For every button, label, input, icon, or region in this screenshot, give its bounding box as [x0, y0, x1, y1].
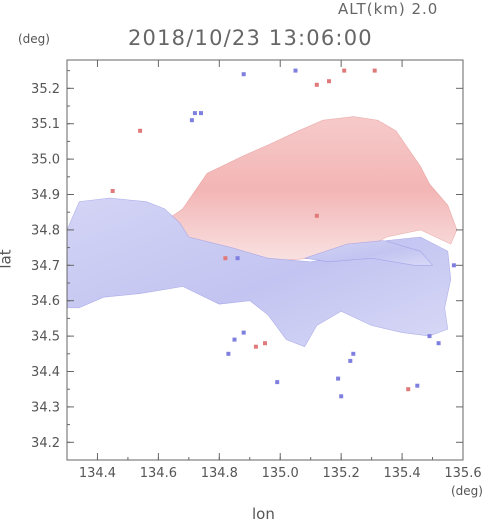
- y-tick-label: 34.4: [31, 365, 60, 380]
- y-tick-label: 35.0: [31, 153, 60, 168]
- y-tick-label: 34.2: [31, 436, 60, 451]
- y-tick-label: 35.1: [31, 117, 60, 132]
- x-tick-label: 134.8: [201, 466, 238, 481]
- speck-26: [427, 334, 432, 339]
- plot-frame: [66, 59, 464, 461]
- speck-21: [336, 376, 341, 381]
- speck-4: [189, 118, 194, 123]
- speck-25: [451, 263, 456, 268]
- speck-7: [293, 68, 298, 73]
- speck-6: [235, 256, 240, 261]
- x-tick-label: 135.2: [323, 466, 360, 481]
- axes: 134.4 134.6 134.8 135.0 135.2 135.4 135.6 34.2 3…: [31, 60, 482, 481]
- speck-17: [241, 330, 246, 335]
- y-tick-label: 34.7: [31, 259, 60, 274]
- y-axis-unit: (deg): [18, 32, 50, 46]
- data-specks: [110, 68, 456, 399]
- speck-28: [275, 380, 280, 385]
- chart-title: 2018/10/23 13:06:00: [128, 26, 373, 50]
- x-tick-label: 134.4: [79, 466, 116, 481]
- speck-15: [263, 341, 267, 346]
- y-tick-label: 34.8: [31, 223, 60, 238]
- y-tick-label: 34.6: [31, 294, 60, 309]
- x-axis-unit: (deg): [451, 484, 483, 498]
- speck-1: [110, 189, 115, 193]
- speck-5: [223, 256, 228, 261]
- speck-24: [415, 383, 420, 388]
- speck-2: [192, 111, 197, 116]
- altitude-label: ALT(km) 2.0: [338, 0, 439, 18]
- speck-3: [199, 111, 203, 116]
- speck-12: [241, 72, 246, 77]
- x-tick-label: 135.0: [262, 466, 299, 481]
- speck-0: [138, 128, 143, 133]
- data-regions: [67, 116, 458, 348]
- speck-18: [226, 351, 231, 356]
- speck-20: [351, 351, 356, 356]
- speck-8: [314, 82, 319, 87]
- speck-11: [372, 68, 377, 73]
- x-axis-label: lon: [252, 505, 275, 523]
- speck-13: [314, 213, 319, 218]
- x-tick-label: 135.4: [383, 466, 420, 481]
- speck-9: [327, 79, 331, 84]
- y-tick-label: 34.5: [31, 330, 60, 345]
- speck-19: [348, 358, 353, 363]
- y-tick-label: 34.3: [31, 400, 60, 415]
- speck-22: [339, 394, 344, 399]
- speck-27: [436, 341, 441, 346]
- y-tick-label: 35.2: [31, 82, 60, 97]
- speck-23: [406, 387, 411, 392]
- x-tick-label: 134.6: [140, 466, 177, 481]
- region-negative-2: [304, 240, 434, 266]
- speck-16: [232, 337, 237, 342]
- region-negative-1: [67, 197, 452, 348]
- y-tick-label: 34.9: [31, 188, 60, 203]
- speck-14: [253, 344, 258, 349]
- x-tick-label: 135.6: [444, 466, 481, 481]
- speck-10: [342, 68, 347, 73]
